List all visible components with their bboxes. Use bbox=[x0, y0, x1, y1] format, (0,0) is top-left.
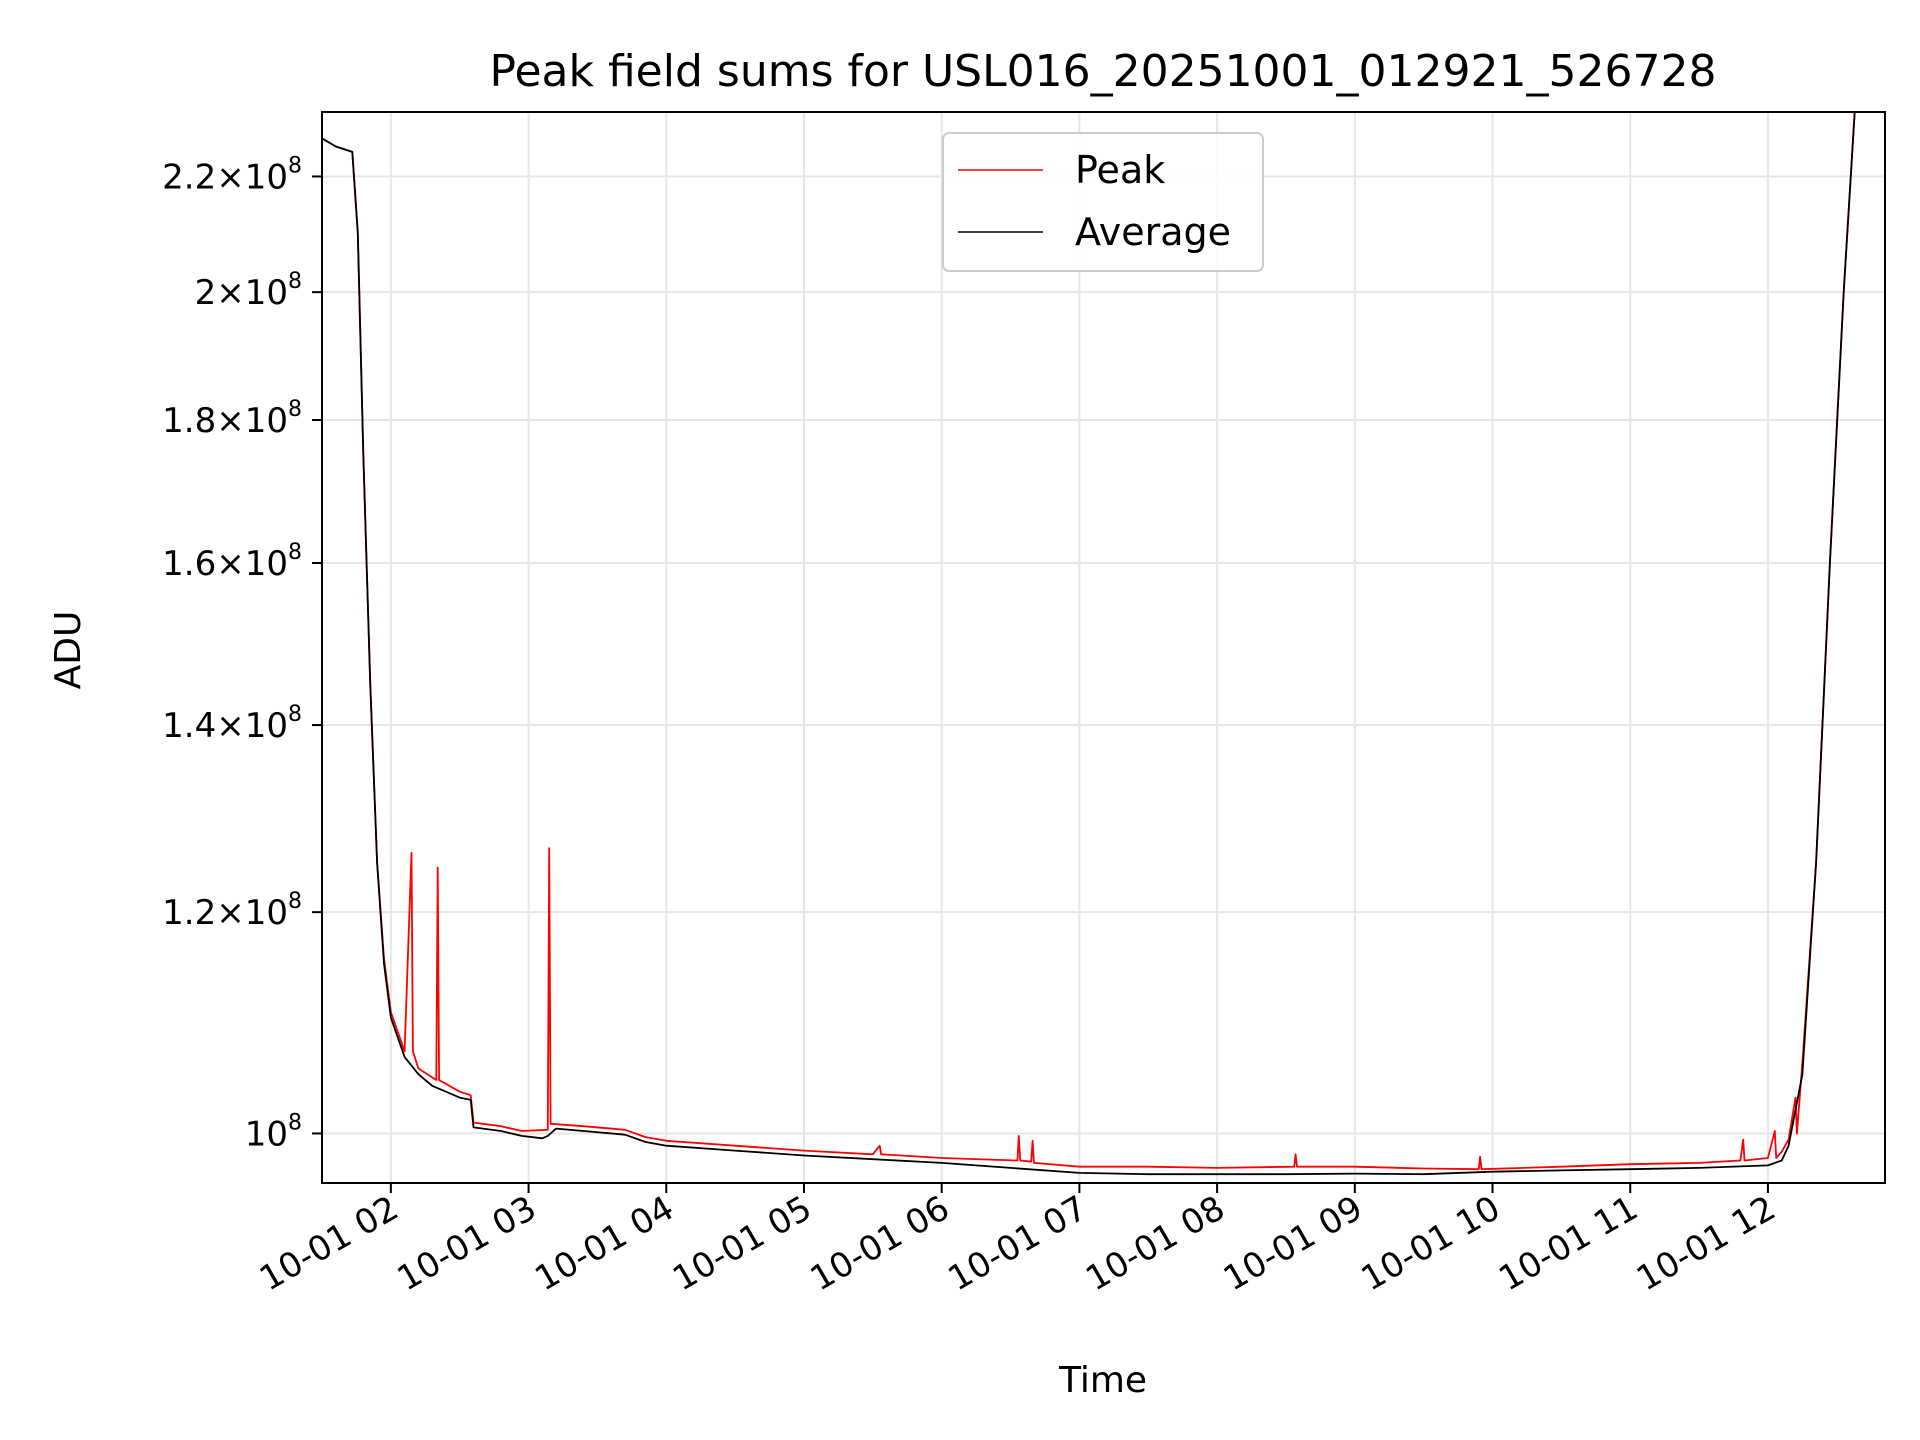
legend-label-average: Average bbox=[1075, 210, 1231, 254]
y-axis: 108 1.2×108 1.4×108 1.6×108 1.8×108 2×108 2.2×… bbox=[162, 153, 322, 1154]
y-tick-label: 1.4×108 bbox=[162, 702, 302, 746]
y-axis-label: ADU bbox=[48, 611, 89, 690]
series-line-average bbox=[321, 111, 1856, 1176]
y-tick-label: 1.2×108 bbox=[162, 889, 302, 933]
legend-box bbox=[942, 132, 1264, 272]
y-tick-label: 2×108 bbox=[195, 269, 302, 313]
y-tick-label: 108 bbox=[245, 1110, 302, 1154]
legend: Peak Average bbox=[942, 132, 1264, 272]
y-tick-label: 1.8×108 bbox=[162, 397, 302, 441]
series-layer bbox=[321, 111, 1856, 1176]
series-line-peak bbox=[321, 111, 1856, 1171]
y-tick-label: 1.6×108 bbox=[162, 540, 302, 584]
grid bbox=[322, 112, 1885, 1183]
y-tick-label: 2.2×108 bbox=[162, 153, 302, 197]
legend-label-peak: Peak bbox=[1075, 148, 1165, 192]
plot-frame bbox=[321, 111, 1886, 1184]
chart-title: Peak field sums for USL016_20251001_0129… bbox=[490, 46, 1717, 97]
x-axis-label: Time bbox=[1058, 1360, 1147, 1401]
